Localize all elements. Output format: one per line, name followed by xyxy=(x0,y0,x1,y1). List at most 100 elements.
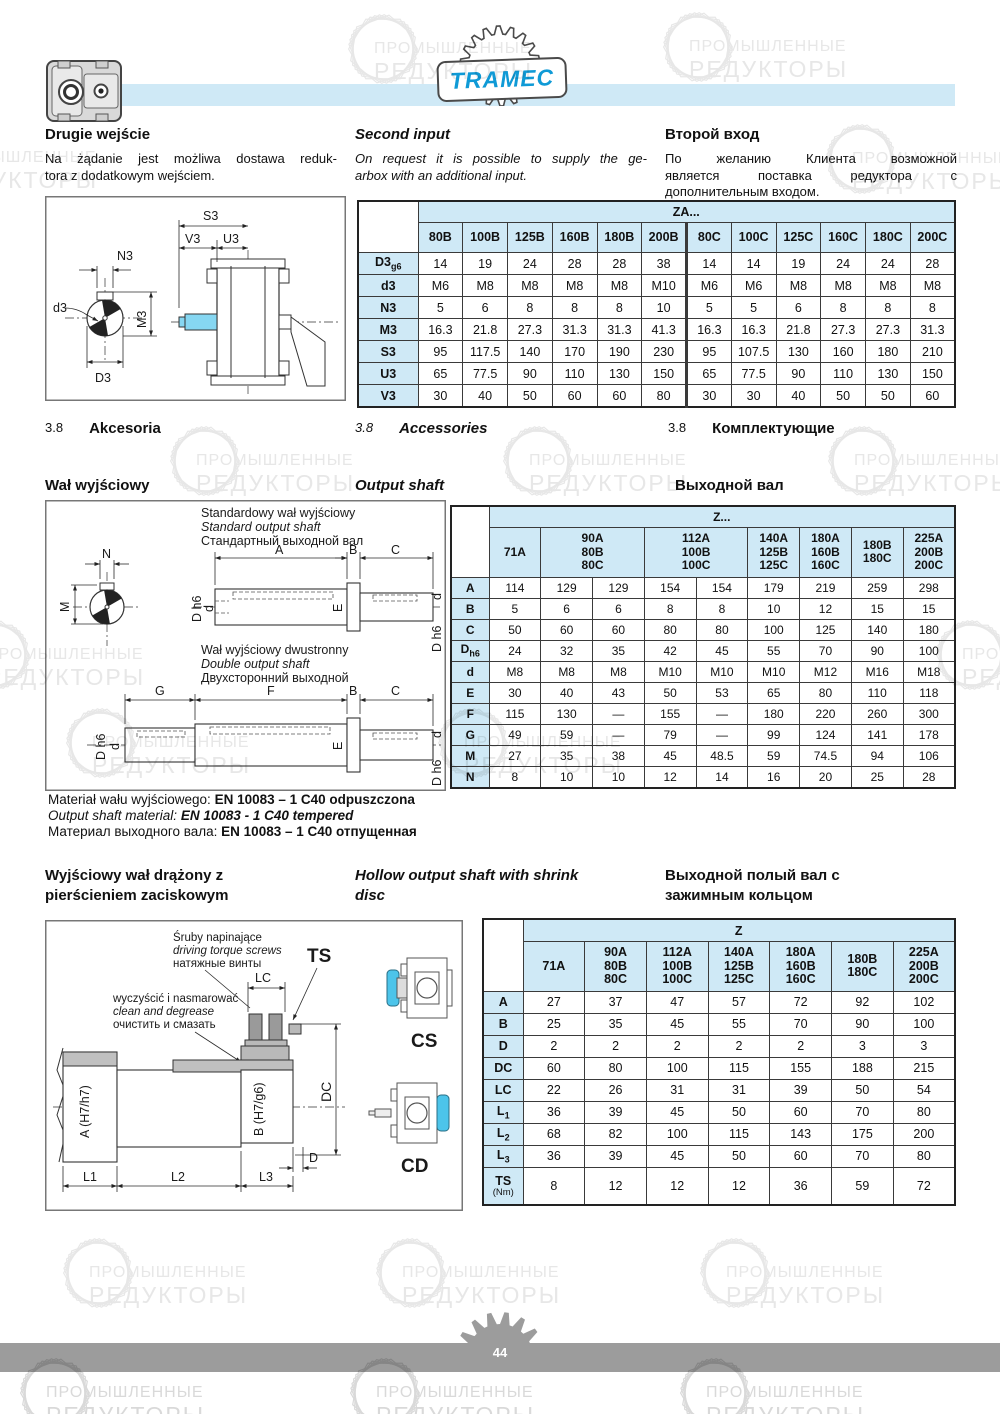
svg-text:D h6: D h6 xyxy=(430,626,444,652)
row-label: B xyxy=(450,597,490,620)
column-header: 180B 180C xyxy=(831,941,894,992)
cell-value: 50 xyxy=(820,384,866,408)
cell-value: 80 xyxy=(643,618,697,641)
cell-value: 2 xyxy=(769,1034,833,1058)
cell-value: M8 xyxy=(596,274,643,297)
cell-value: 40 xyxy=(540,681,594,704)
cell-value: 90 xyxy=(775,362,822,385)
watermark-line2: РЕДУКТОРЫ xyxy=(196,470,356,496)
clean-note-pl: wyczyścić i nasmarować xyxy=(112,993,238,1005)
cell-value: M10 xyxy=(695,660,749,683)
cell-value: 210 xyxy=(909,340,956,363)
cell-value: 5 xyxy=(417,296,464,319)
cell-value: 115 xyxy=(488,702,542,725)
brand-logo-text: TRAMEC xyxy=(449,64,555,94)
cell-value: 259 xyxy=(850,576,904,599)
watermark-line1: ПРОМЫШЛЕННЫЕ xyxy=(726,1264,884,1281)
section-accessories-pl: 3.8 Akcesoria xyxy=(45,420,161,437)
cell-value: 219 xyxy=(799,576,852,599)
cell-value: 70 xyxy=(831,1100,894,1124)
cell-value: 115 xyxy=(707,1122,771,1146)
cell-value: 100 xyxy=(892,1012,956,1036)
cell-value: 8 xyxy=(551,296,598,319)
clean-note-en: clean and degrease xyxy=(113,1006,214,1018)
section-accessories-ru: 3.8 Комплектующие xyxy=(668,420,835,437)
cell-value: 130 xyxy=(596,362,643,385)
cell-value: 39 xyxy=(584,1100,647,1124)
heading-output-shaft-en: Output shaft xyxy=(355,477,445,494)
intro-body-ru: По желанию Клиента возможной xyxy=(665,151,957,166)
cell-value: 12 xyxy=(645,1166,709,1205)
heading-output-shaft-ru: Выходной вал xyxy=(675,477,784,494)
intro-title-ru: Второй вход xyxy=(665,126,760,143)
cell-value: 110 xyxy=(551,362,598,385)
dim-d3: d3 xyxy=(53,301,67,315)
cell-value: 10 xyxy=(747,597,801,620)
cell-value: 215 xyxy=(892,1056,956,1080)
cell-value: 40 xyxy=(462,384,508,408)
dim-dc: DC xyxy=(318,1082,334,1102)
cell-value: 3 xyxy=(892,1034,956,1058)
cell-value: M16 xyxy=(850,660,904,683)
row-label: N3 xyxy=(357,296,419,319)
watermark-hex-icon xyxy=(62,1237,134,1309)
cell-value: 106 xyxy=(902,744,956,767)
cell-value: 118 xyxy=(902,681,956,704)
cell-value: 90 xyxy=(850,639,904,662)
cell-value: 8 xyxy=(909,296,956,319)
cell-value: 300 xyxy=(902,702,956,725)
standard-caption-ru: Стандартный выходной вал xyxy=(201,534,363,548)
table-corner xyxy=(450,505,490,578)
cell-value: 79 xyxy=(643,723,697,746)
cell-value: 8 xyxy=(643,597,697,620)
watermark-line1: ПРОМЫШЛЕННЫЕ xyxy=(854,452,1000,469)
column-header: 140A 125B 125C xyxy=(707,941,771,992)
row-label: E xyxy=(450,681,490,704)
cell-value: 60 xyxy=(592,618,645,641)
cell-value: 8 xyxy=(522,1166,586,1205)
cell-value: 77.5 xyxy=(462,362,508,385)
cell-value: 50 xyxy=(643,681,697,704)
cell-value: 92 xyxy=(831,990,894,1014)
cell-value: 125 xyxy=(799,618,852,641)
row-label: B xyxy=(482,1012,524,1036)
cell-value: 6 xyxy=(540,597,594,620)
cell-value: 155 xyxy=(643,702,697,725)
cell-value: 10 xyxy=(540,765,594,788)
row-label: DC xyxy=(482,1056,524,1080)
cell-value: 40 xyxy=(775,384,822,408)
row-label: N xyxy=(450,765,490,788)
cell-value: M8 xyxy=(540,660,594,683)
cell-value: 22 xyxy=(522,1078,586,1102)
svg-text:D h6: D h6 xyxy=(430,760,444,786)
dim-lc: LC xyxy=(255,971,271,985)
dim-ts: TS xyxy=(307,946,331,967)
cell-value: 15 xyxy=(902,597,956,620)
row-label: M xyxy=(450,744,490,767)
table-corner xyxy=(357,200,419,253)
cell-value: 39 xyxy=(584,1144,647,1168)
cell-value: 70 xyxy=(769,1012,833,1036)
cell-value: 80 xyxy=(892,1100,956,1124)
watermark-line1: ПРОМЫШЛЕННЫЕ xyxy=(89,1264,247,1281)
dim-d: d xyxy=(202,605,216,612)
cell-value: 60 xyxy=(769,1144,833,1168)
intro-column-ru: Второй вход По желанию Клиента возможной… xyxy=(665,126,957,199)
screw-note-ru: натяжные винты xyxy=(173,958,261,970)
cell-value: 19 xyxy=(462,252,508,275)
dim-c: C xyxy=(391,543,400,557)
cell-value: 180 xyxy=(865,340,911,363)
column-header: 225A 200B 200C xyxy=(902,527,956,578)
cell-value: 20 xyxy=(799,765,852,788)
cd-gearbox-icon xyxy=(368,1082,450,1144)
output-shaft-drawing: Standardowy wał wyjściowy Standard outpu… xyxy=(45,500,446,791)
cell-value: 107.5 xyxy=(730,340,777,363)
cell-value: 2 xyxy=(584,1034,647,1058)
cell-value: 230 xyxy=(641,340,687,363)
cell-value: 50 xyxy=(865,384,911,408)
cell-value: 6 xyxy=(592,597,645,620)
row-label: D xyxy=(482,1034,524,1058)
cell-value: 16 xyxy=(747,765,801,788)
cell-value: 72 xyxy=(769,990,833,1014)
cell-value: — xyxy=(592,723,645,746)
